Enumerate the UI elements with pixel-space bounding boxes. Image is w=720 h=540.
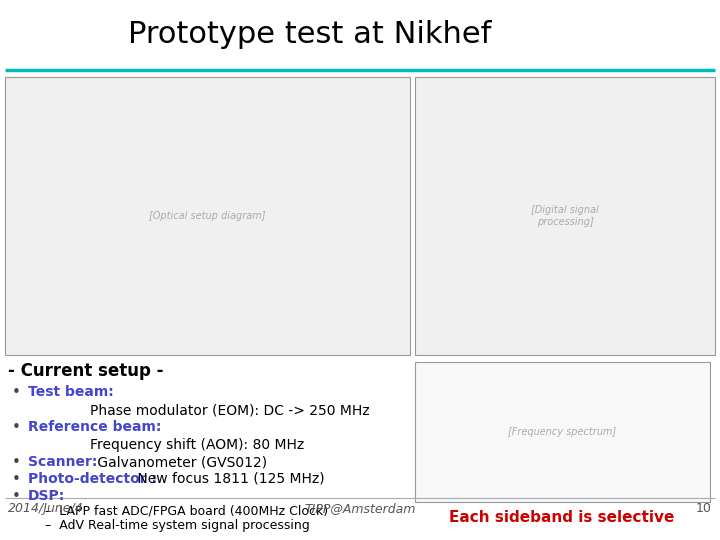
Bar [5,77,410,355]
Text: –  LAPP fast ADC/FPGA board (400MHz Clock): – LAPP fast ADC/FPGA board (400MHz Clock… [45,504,328,517]
Text: •: • [12,385,21,400]
Text: 2014/June/4: 2014/June/4 [8,502,84,515]
Text: [Optical setup diagram]: [Optical setup diagram] [149,211,265,221]
Text: Each sideband is selective: Each sideband is selective [449,510,675,525]
Text: Test beam:: Test beam: [28,385,114,399]
Text: •: • [12,489,21,504]
Text: Galvanometer (GVS012): Galvanometer (GVS012) [93,455,267,469]
Text: •: • [12,420,21,435]
Text: •: • [12,455,21,470]
Text: •: • [12,472,21,487]
Text: [Digital signal
processing]: [Digital signal processing] [531,205,599,227]
Text: [Frequency spectrum]: [Frequency spectrum] [508,427,616,437]
Bar [415,362,710,502]
Text: Frequency shift (AOM): 80 MHz: Frequency shift (AOM): 80 MHz [90,438,305,452]
Text: Phase modulator (EOM): DC -> 250 MHz: Phase modulator (EOM): DC -> 250 MHz [90,403,369,417]
Text: –  AdV Real-time system signal processing: – AdV Real-time system signal processing [45,519,310,532]
Text: Prototype test at Nikhef: Prototype test at Nikhef [128,20,492,49]
Text: Reference beam:: Reference beam: [28,420,161,434]
Text: DSP:: DSP: [28,489,66,503]
Text: Scanner:: Scanner: [28,455,97,469]
Text: New focus 1811 (125 MHz): New focus 1811 (125 MHz) [133,472,325,486]
Text: TIPP@Amsterdam: TIPP@Amsterdam [305,502,415,515]
Text: Photo-detector :: Photo-detector : [28,472,157,486]
Bar [415,77,715,355]
Text: - Current setup -: - Current setup - [8,362,163,380]
Text: 10: 10 [696,502,712,515]
